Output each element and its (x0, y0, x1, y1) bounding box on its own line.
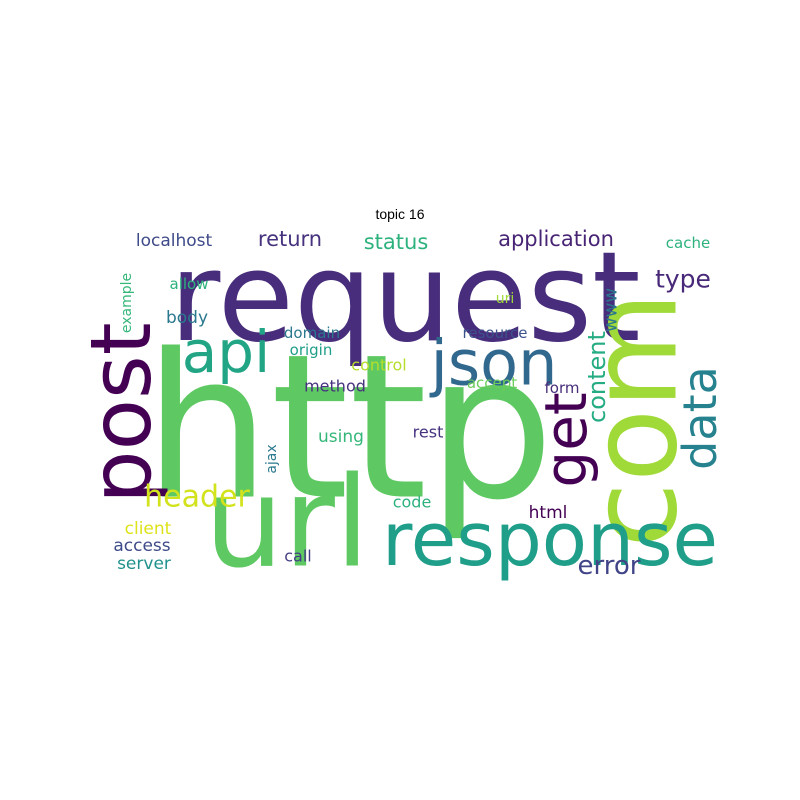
word-resource: resource (463, 324, 528, 342)
word-control: control (351, 356, 406, 375)
word-body: body (166, 308, 208, 328)
word-using: using (318, 427, 364, 447)
word-com: com (566, 292, 705, 548)
word-post: post (72, 322, 170, 503)
word-content: content (583, 331, 611, 423)
word-type: type (655, 265, 711, 294)
word-ajax: ajax (264, 444, 280, 473)
word-status: status (364, 230, 429, 254)
word-return: return (258, 227, 322, 251)
word-localhost: localhost (136, 231, 213, 251)
word-cache: cache (666, 234, 710, 252)
word-json: json (429, 327, 558, 400)
word-url: url (204, 451, 369, 596)
word-response: response (382, 497, 718, 583)
word-origin: origin (290, 341, 333, 359)
word-example: example (119, 273, 135, 333)
word-http: http (144, 312, 555, 545)
word-server: server (117, 554, 171, 574)
word-form: form (545, 379, 580, 397)
word-code: code (393, 493, 432, 512)
word-method: method (304, 377, 366, 396)
word-access: access (113, 536, 170, 556)
word-call: call (284, 547, 312, 566)
word-api: api (182, 318, 270, 386)
word-domain: domain (284, 324, 340, 342)
word-accept: accept (467, 374, 517, 392)
word-client: client (125, 519, 172, 539)
word-data: data (673, 366, 727, 470)
word-allow: allow (170, 275, 209, 293)
figure-title: topic 16 (375, 206, 425, 222)
word-get: get (532, 392, 600, 487)
word-request: request (169, 226, 640, 370)
word-html: html (529, 503, 568, 523)
word-uri: uri (496, 291, 515, 307)
word-error: error (578, 551, 641, 581)
word-application: application (498, 227, 614, 251)
word-www: www (601, 288, 622, 332)
word-rest: rest (413, 423, 444, 442)
word-header: header (144, 480, 250, 515)
